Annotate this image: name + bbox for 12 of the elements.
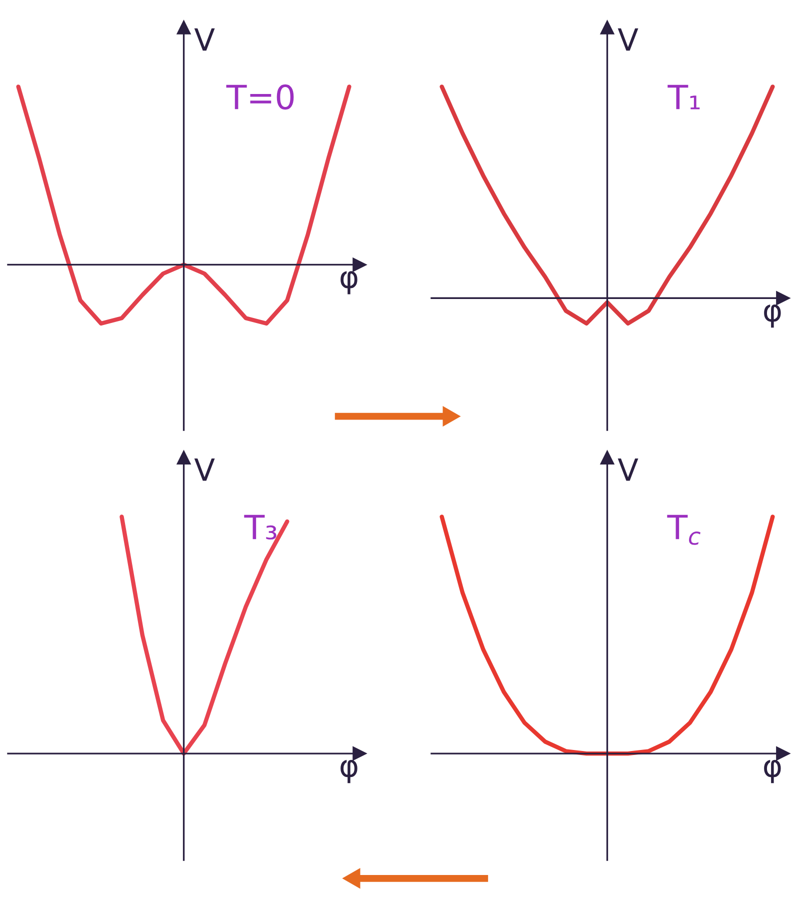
annotation: T₃ bbox=[244, 514, 276, 540]
y-axis-title: V bbox=[194, 458, 215, 481]
x-axis-title: φ bbox=[764, 760, 781, 784]
y-axis-title: V bbox=[618, 458, 638, 481]
y-axis-title: V bbox=[618, 28, 638, 51]
x-axis-title: φ bbox=[764, 304, 781, 328]
annotation: T=0 bbox=[226, 84, 294, 110]
annotation: T₁ bbox=[668, 84, 700, 110]
x-axis-title: φ bbox=[340, 760, 358, 784]
x-axis-title: φ bbox=[340, 271, 358, 294]
y-axis-title: V bbox=[194, 28, 215, 51]
annotation: T$_{c}$ bbox=[667, 514, 700, 545]
